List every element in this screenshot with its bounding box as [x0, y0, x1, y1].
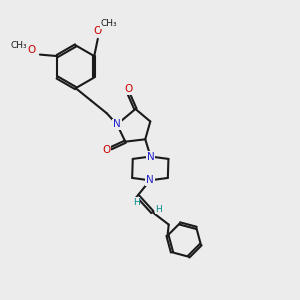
Text: N: N: [147, 152, 154, 161]
Text: H: H: [133, 198, 140, 207]
Text: O: O: [102, 145, 110, 155]
Text: O: O: [94, 26, 102, 36]
Text: CH₃: CH₃: [101, 19, 117, 28]
Text: N: N: [146, 175, 154, 185]
Text: O: O: [28, 45, 36, 55]
Text: O: O: [124, 84, 132, 94]
Text: H: H: [155, 205, 162, 214]
Text: CH₃: CH₃: [10, 41, 27, 50]
Text: N: N: [113, 119, 121, 129]
